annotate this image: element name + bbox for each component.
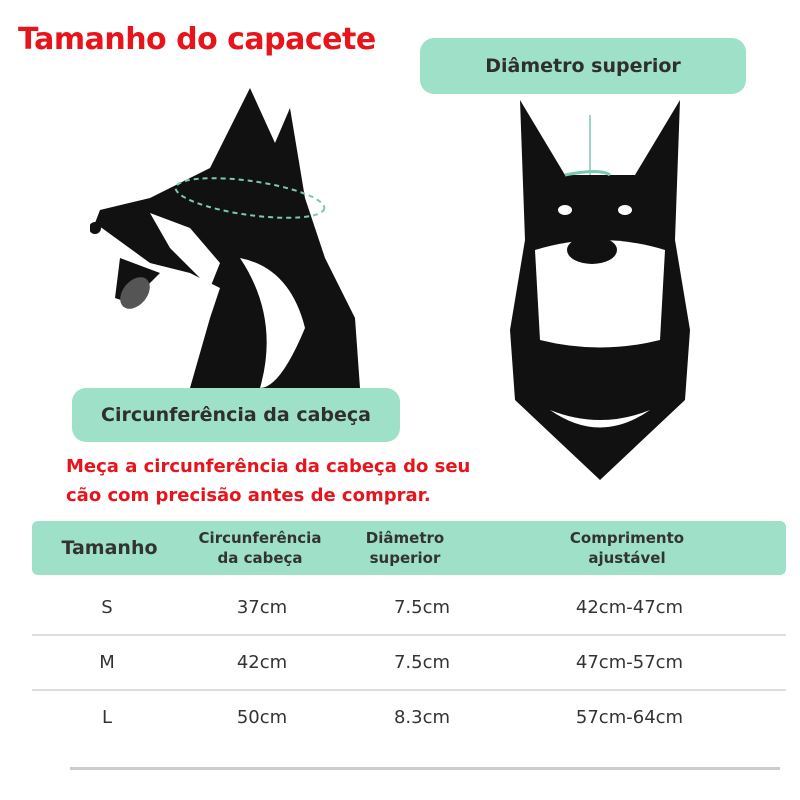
cell-circumference: 37cm xyxy=(236,597,288,618)
cell-size: S xyxy=(101,597,113,618)
bottom-divider xyxy=(70,767,780,770)
dog-profile-illustration xyxy=(90,88,360,388)
cell-length: 47cm-57cm xyxy=(575,652,684,673)
header-size: Tamanho xyxy=(61,537,158,559)
table-row: M 42cm 7.5cm 47cm-57cm xyxy=(32,635,786,690)
table-row: S 37cm 7.5cm 42cm-47cm xyxy=(32,580,786,635)
cell-size: L xyxy=(101,707,113,728)
note-line: cão com precisão antes de comprar. xyxy=(66,485,431,506)
row-divider xyxy=(32,689,786,691)
measurement-note: Meça a circunferência da cabeça do seu c… xyxy=(66,452,470,510)
row-divider xyxy=(32,634,786,636)
cell-circumference: 50cm xyxy=(236,707,288,728)
cell-length: 42cm-47cm xyxy=(575,597,684,618)
cell-size: M xyxy=(99,652,115,673)
header-diameter: Diâmetro superior xyxy=(365,529,445,567)
top-diameter-label: Diâmetro superior xyxy=(420,38,746,94)
cell-diameter: 7.5cm xyxy=(393,597,451,618)
header-length: Comprimento ajustável xyxy=(569,529,685,567)
table-header: Tamanho Circunferência da cabeça Diâmetr… xyxy=(32,521,786,575)
cell-diameter: 8.3cm xyxy=(393,707,451,728)
cell-diameter: 7.5cm xyxy=(393,652,451,673)
head-circumference-label: Circunferência da cabeça xyxy=(72,388,400,442)
cell-length: 57cm-64cm xyxy=(575,707,684,728)
page-title: Tamanho do capacete xyxy=(18,22,376,57)
cell-circumference: 42cm xyxy=(236,652,288,673)
note-line: Meça a circunferência da cabeça do seu xyxy=(66,456,471,477)
table-row: L 50cm 8.3cm 57cm-64cm xyxy=(32,690,786,745)
header-circumference: Circunferência da cabeça xyxy=(198,529,322,567)
dog-front-illustration xyxy=(510,100,690,480)
